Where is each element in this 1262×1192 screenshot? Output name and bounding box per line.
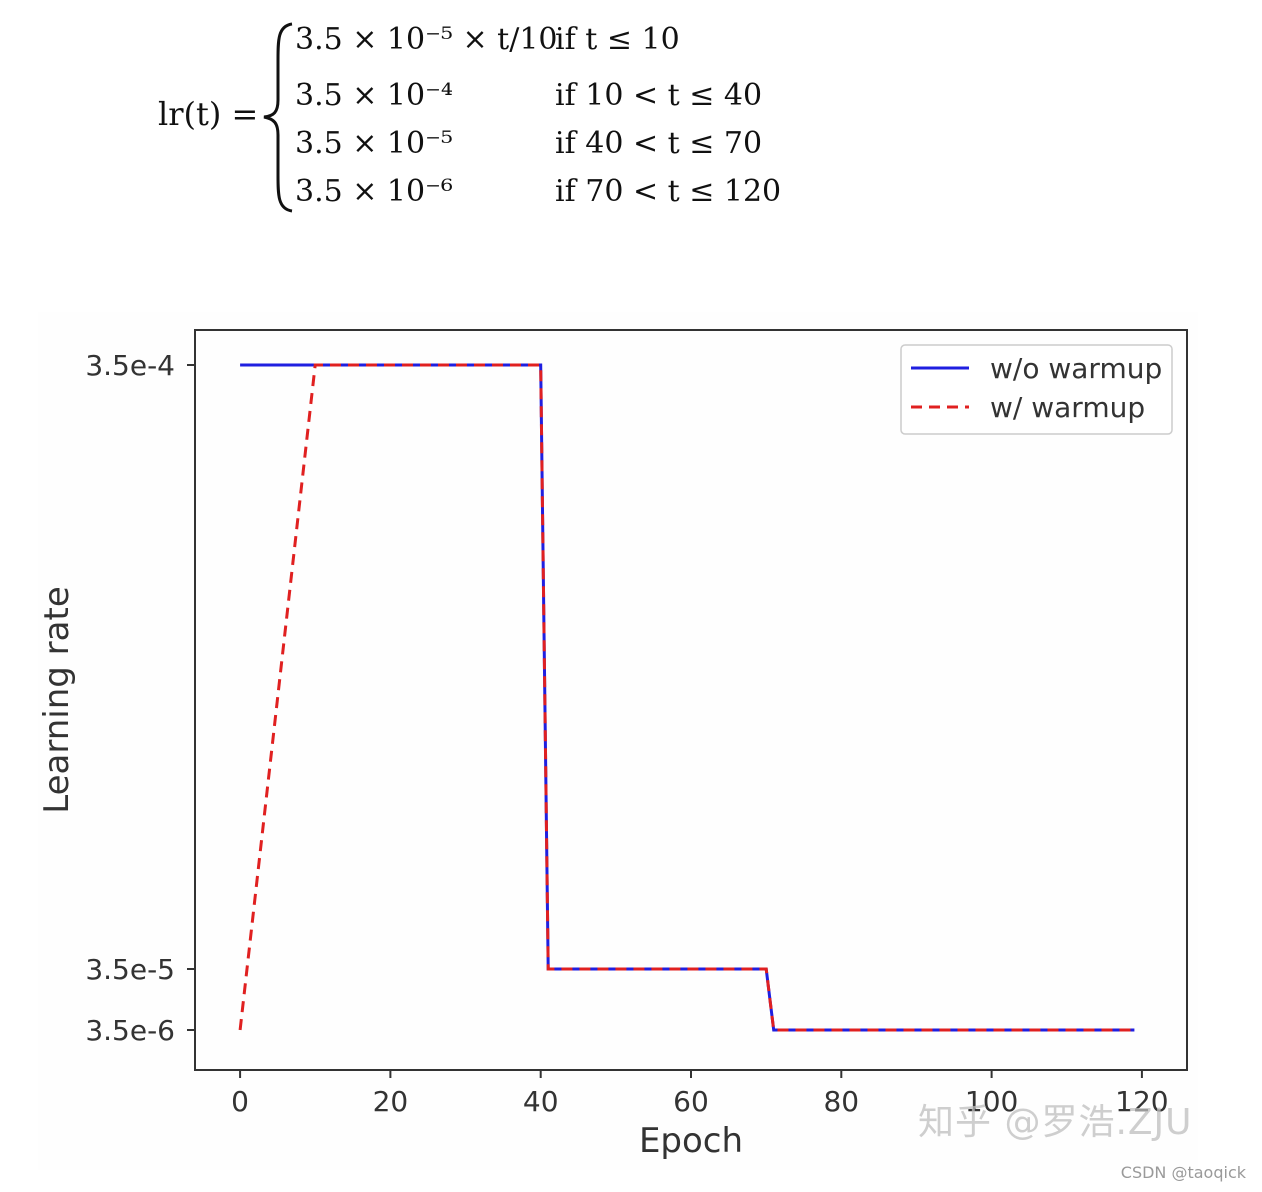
case-expression: 3.5 × 10⁻⁵: [295, 126, 453, 161]
formula: lr(t) = 3.5 × 10⁻⁵ × t/10 if t ≤ 10 3.5 …: [0, 0, 900, 240]
x-tick-label: 20: [373, 1085, 409, 1118]
legend-label-w-warmup: w/ warmup: [990, 391, 1145, 424]
y-tick-label: 3.5e-5: [85, 953, 175, 986]
x-tick-label: 40: [523, 1085, 559, 1118]
formula-brace: [263, 22, 293, 213]
ticks-layer: 0 20 40 60 80 100 120 3.5e-4 3.5e-5 3.5e-6: [85, 349, 1168, 1118]
legend-label-wo-warmup: w/o warmup: [990, 352, 1162, 385]
formula-case-4: 3.5 × 10⁻⁶ if 70 < t ≤ 120: [295, 174, 895, 214]
watermark: 知乎 @罗浩.ZJU: [918, 1102, 1193, 1143]
formula-case-2: 3.5 × 10⁻⁴ if 10 < t ≤ 40: [295, 78, 895, 118]
series-layer: [238, 363, 1135, 1032]
x-tick-label: 60: [673, 1085, 709, 1118]
y-tick-label: 3.5e-6: [85, 1014, 175, 1047]
series-line-wo-warmup: [240, 363, 1135, 1032]
case-condition: if 40 < t ≤ 70: [555, 126, 763, 161]
credit-label: CSDN @taoqick: [1120, 1163, 1246, 1182]
formula-case-3: 3.5 × 10⁻⁵ if 40 < t ≤ 70: [295, 126, 895, 166]
formula-lhs: lr(t) =: [158, 95, 259, 133]
plot-frame: [194, 329, 1188, 1071]
x-tick-label: 100: [965, 1085, 1018, 1118]
case-condition: if t ≤ 10: [555, 22, 680, 57]
case-expression: 3.5 × 10⁻⁵ × t/10: [295, 22, 558, 57]
x-tick-label: 80: [823, 1085, 859, 1118]
case-condition: if 70 < t ≤ 120: [555, 174, 782, 209]
y-axis-label: Learning rate: [37, 586, 77, 813]
case-expression: 3.5 × 10⁻⁴: [295, 78, 453, 113]
x-tick-label: 0: [231, 1085, 249, 1118]
case-condition: if 10 < t ≤ 40: [555, 78, 763, 113]
y-tick-label: 3.5e-4: [85, 349, 175, 382]
x-tick-label: 120: [1115, 1085, 1168, 1118]
chart-area: [38, 312, 1198, 1170]
formula-case-1: 3.5 × 10⁻⁵ × t/10 if t ≤ 10: [295, 22, 895, 62]
series-line-w-warmup: [238, 363, 1135, 1032]
legend: w/o warmup w/ warmup: [900, 344, 1173, 435]
x-axis-label: Epoch: [639, 1121, 743, 1161]
case-expression: 3.5 × 10⁻⁶: [295, 174, 453, 209]
